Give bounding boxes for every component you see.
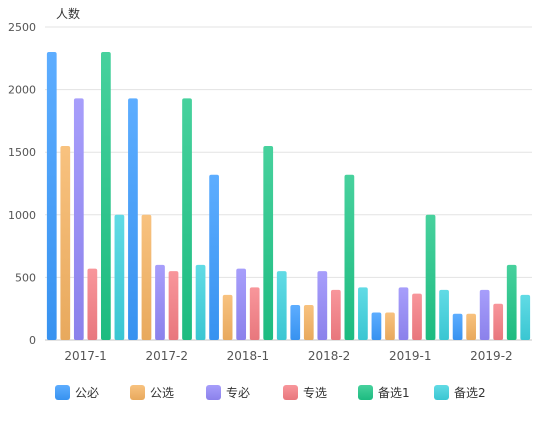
x-tick-label: 2017-2 — [145, 349, 188, 363]
bar-公选-2017-1[interactable] — [60, 145, 71, 340]
bar-备选2-2018-2[interactable] — [358, 287, 368, 340]
bar-备选2-2017-1[interactable] — [114, 214, 125, 340]
y-tick-label: 0 — [29, 334, 36, 347]
bar-专必-2019-1[interactable] — [398, 287, 409, 340]
bar-公必-2019-2[interactable] — [452, 313, 463, 340]
legend-swatch — [130, 385, 145, 400]
y-tick-label: 1500 — [8, 146, 36, 159]
legend-item-公选[interactable]: 公选 — [130, 385, 174, 400]
bar-公选-2017-2[interactable] — [141, 214, 152, 340]
bar-专选-2018-2[interactable] — [330, 289, 341, 340]
legend-item-备选2[interactable]: 备选2 — [434, 385, 486, 400]
bar-备选2-2019-1[interactable] — [439, 289, 449, 340]
legend-label: 备选1 — [378, 386, 410, 400]
bar-公选-2019-1[interactable] — [385, 312, 395, 340]
legend-label: 公必 — [75, 386, 99, 400]
x-tick-label: 2017-1 — [64, 349, 107, 363]
legend-swatch — [434, 385, 449, 400]
x-tick-label: 2018-1 — [227, 349, 270, 363]
legend: 公必 公选 专必 专选 备选1 备选2 — [55, 385, 486, 400]
bar-公必-2017-2[interactable] — [128, 98, 138, 340]
legend-label: 备选2 — [454, 386, 486, 400]
bar-专选-2019-2[interactable] — [493, 303, 504, 340]
bar-公必-2017-1[interactable] — [46, 52, 57, 340]
y-tick-label: 2000 — [8, 84, 36, 97]
bar-公选-2018-1[interactable] — [222, 294, 233, 340]
bar-专选-2018-1[interactable] — [249, 287, 260, 340]
y-tick-label: 2500 — [8, 21, 36, 34]
bar-备选1-2018-2[interactable] — [344, 174, 355, 340]
bar-专选-2017-2[interactable] — [168, 271, 179, 340]
bar-专选-2017-1[interactable] — [87, 268, 98, 340]
grid-layer — [45, 26, 532, 341]
legend-swatch — [358, 385, 373, 400]
bar-备选2-2018-1[interactable] — [276, 271, 287, 340]
legend-swatch — [55, 385, 70, 400]
bar-备选1-2018-1[interactable] — [263, 145, 274, 340]
bar-公选-2019-2[interactable] — [466, 313, 476, 340]
legend-item-专选[interactable]: 专选 — [283, 385, 327, 400]
bar-备选1-2019-1[interactable] — [425, 214, 436, 340]
bar-公必-2018-2[interactable] — [290, 304, 301, 340]
legend-item-专必[interactable]: 专必 — [206, 385, 250, 400]
bar-专必-2018-2[interactable] — [317, 271, 328, 340]
legend-label: 公选 — [150, 386, 174, 400]
bar-公选-2018-2[interactable] — [303, 304, 314, 340]
bar-公必-2019-1[interactable] — [371, 312, 382, 340]
bar-专必-2019-2[interactable] — [479, 289, 490, 340]
legend-label: 专必 — [226, 385, 250, 400]
bar-公必-2018-1[interactable] — [209, 174, 219, 340]
legend-label: 专选 — [303, 385, 327, 400]
bar-专必-2018-1[interactable] — [236, 268, 247, 340]
legend-swatch — [206, 385, 221, 400]
bar-专选-2019-1[interactable] — [412, 293, 422, 340]
legend-item-备选1[interactable]: 备选1 — [358, 385, 410, 400]
bar-专必-2017-1[interactable] — [73, 98, 84, 340]
legend-item-公必[interactable]: 公必 — [55, 385, 99, 400]
x-tick-label: 2019-1 — [389, 349, 432, 363]
y-tick-label: 500 — [15, 271, 36, 284]
axis-layer: 0 500 1000 1500 2000 2500 人数 2017-1 2017-2 2018-1… — [8, 6, 513, 363]
y-axis-label: 人数 — [56, 6, 80, 21]
bar-备选1-2017-1[interactable] — [101, 52, 111, 340]
x-tick-label: 2019-2 — [470, 349, 513, 363]
bar-备选2-2019-2[interactable] — [520, 294, 531, 340]
y-tick-label: 1000 — [8, 209, 36, 222]
bar-备选2-2017-2[interactable] — [195, 264, 206, 340]
x-tick-label: 2018-2 — [308, 349, 351, 363]
bar-备选1-2017-2[interactable] — [182, 98, 192, 340]
legend-swatch — [283, 385, 298, 400]
bar-layer — [46, 52, 531, 340]
bar-备选1-2019-2[interactable] — [506, 264, 517, 340]
bar-专必-2017-2[interactable] — [155, 264, 165, 340]
